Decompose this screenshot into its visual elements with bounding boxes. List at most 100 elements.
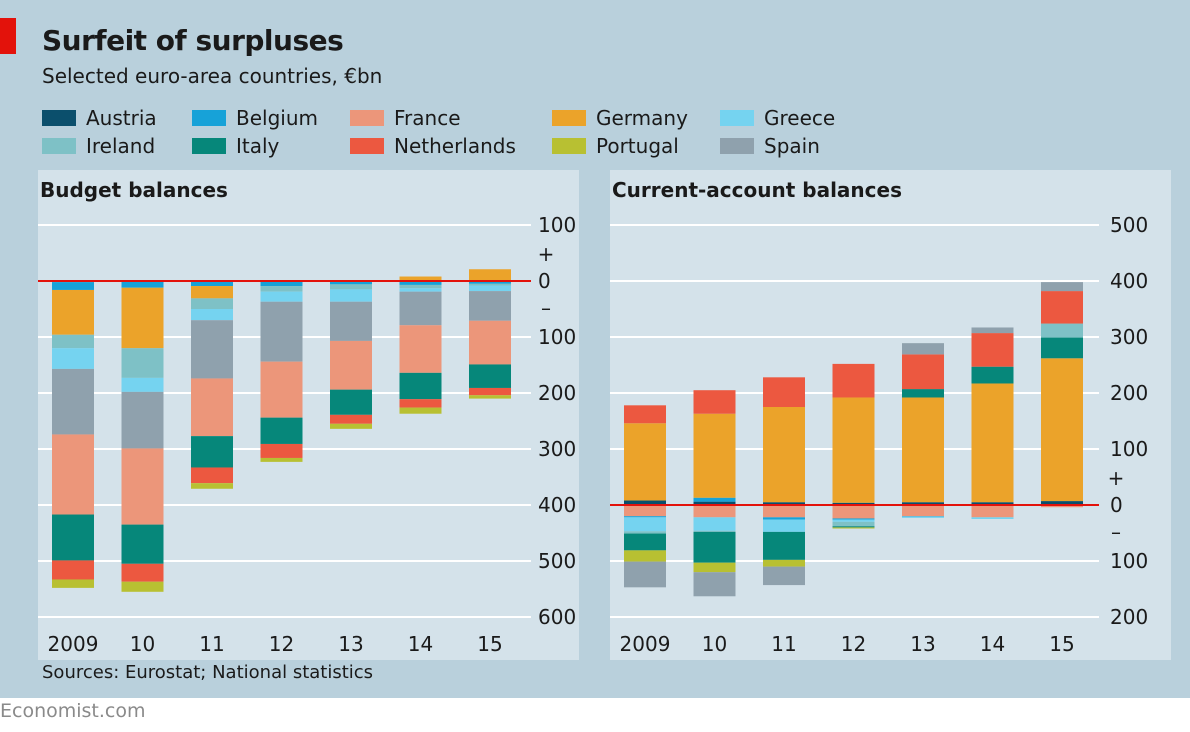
bar-segment-belgium-13 (902, 516, 944, 517)
legend-item-portugal: Portugal (552, 134, 679, 158)
legend-item-ireland: Ireland (42, 134, 155, 158)
bar-segment-france-11 (191, 378, 233, 437)
chart-subtitle: Selected euro-area countries, €bn (42, 64, 383, 88)
bar-segment-greece-13 (330, 289, 372, 302)
bar-segment-netherlands-14 (971, 333, 1014, 367)
bar-segment-greece-13 (902, 516, 944, 518)
panel-title: Current-account balances (612, 178, 902, 202)
y-tick-label: 100 (1110, 437, 1148, 461)
bar-segment-greece-14 (971, 517, 1014, 519)
legend-item-netherlands: Netherlands (350, 134, 516, 158)
bar-segment-netherlands-10 (693, 390, 736, 414)
bar-segment-france-2009 (52, 434, 94, 515)
bar-segment-italy-10 (693, 531, 736, 563)
bar-segment-ireland-13 (330, 284, 372, 290)
bar-segment-portugal-14 (399, 407, 442, 414)
y-tick-label: 100 (1110, 549, 1148, 573)
bar-segment-greece-10 (121, 377, 164, 392)
legend-swatch (42, 110, 76, 126)
positive-sign-label: + (538, 242, 555, 266)
x-category-label: 10 (702, 632, 727, 656)
bar-segment-france-13 (330, 340, 372, 390)
legend-label: France (394, 106, 461, 130)
legend-label: Greece (764, 106, 836, 130)
legend-label: Italy (236, 134, 280, 158)
bar-segment-belgium-2009 (52, 282, 94, 290)
brand-red-bar (0, 18, 16, 54)
bar-segment-germany-11 (191, 286, 233, 299)
bar-segment-belgium-11 (191, 281, 233, 287)
bar-segment-greece-12 (260, 291, 303, 302)
bar-segment-ireland-12 (260, 286, 303, 292)
bar-segment-germany-10 (693, 413, 736, 498)
x-category-label: 11 (199, 632, 224, 656)
bar-segment-france-14 (399, 325, 442, 373)
legend-swatch (192, 138, 226, 154)
y-tick-label: 200 (538, 381, 576, 405)
x-category-label: 14 (980, 632, 1005, 656)
bar-segment-france-10 (121, 448, 164, 525)
bar-segment-france-10 (693, 505, 736, 518)
bar-segment-germany-11 (763, 407, 805, 503)
negative-sign-label: – (541, 296, 551, 320)
bar-segment-italy-13 (902, 389, 944, 398)
bar-segment-netherlands-12 (832, 363, 875, 398)
legend-swatch (552, 110, 586, 126)
bar-segment-netherlands-2009 (52, 560, 94, 580)
legend-label: Austria (86, 106, 157, 130)
legend-label: Portugal (596, 134, 679, 158)
bar-segment-italy-15 (1041, 337, 1083, 359)
bar-segment-belgium-10 (693, 497, 736, 502)
y-tick-label: 0 (1110, 493, 1123, 517)
budget-balances-chart: Budget balances 100 0 100 200 300 400 500 600 + – 2… (38, 170, 579, 660)
x-category-label: 11 (771, 632, 796, 656)
bar-segment-italy-12 (832, 526, 875, 528)
bar-segment-greece-15 (469, 285, 511, 292)
bar-segment-belgium-15 (469, 281, 511, 284)
bar-segment-france-13 (902, 505, 944, 517)
bar-segment-portugal-11 (191, 483, 233, 489)
positive-sign-label: + (1108, 466, 1125, 490)
bar-segment-germany-15 (469, 269, 511, 281)
bar-segment-france-2009 (624, 505, 666, 517)
x-category-label: 12 (269, 632, 294, 656)
bar-segment-italy-14 (399, 372, 442, 400)
negative-sign-label: – (1111, 520, 1121, 544)
legend-swatch (192, 110, 226, 126)
bar-segment-spain-11 (763, 566, 805, 586)
bar-segment-netherlands-13 (902, 354, 944, 390)
bar-segment-france-14 (971, 505, 1014, 518)
bar-segment-austria-15 (1041, 501, 1083, 505)
bar-segment-portugal-13 (330, 423, 372, 429)
bar-segment-france-11 (763, 505, 805, 518)
bar-segment-spain-10 (693, 572, 736, 597)
y-tick-label: 200 (1110, 381, 1148, 405)
legend-item-belgium: Belgium (192, 106, 318, 130)
bar-segment-netherlands-10 (121, 563, 164, 582)
bar-segment-italy-11 (763, 531, 805, 560)
bar-segment-italy-10 (121, 524, 164, 564)
bar-segment-ireland-10 (121, 348, 164, 378)
bar-segment-greece-10 (693, 517, 736, 531)
legend-swatch (720, 110, 754, 126)
bar-segment-spain-14 (399, 291, 442, 326)
bar-segment-portugal-2009 (52, 579, 94, 588)
bar-segment-netherlands-12 (260, 443, 303, 458)
bar-segment-austria-10 (693, 501, 736, 505)
y-tick-label: 500 (1110, 213, 1148, 237)
bar-segment-france-12 (260, 361, 303, 418)
bar-segment-portugal-15 (469, 395, 511, 399)
y-tick-label: 400 (538, 493, 576, 517)
bar-segment-greece-14 (399, 288, 442, 292)
bar-segment-spain-12 (260, 301, 303, 362)
bar-segment-spain-15 (469, 291, 511, 321)
legend-item-greece: Greece (720, 106, 835, 130)
bar-segment-greece-11 (763, 519, 805, 532)
legend-label: Ireland (86, 134, 156, 158)
footer-credit: Economist.com (0, 700, 146, 722)
bar-segment-netherlands-13 (330, 414, 372, 424)
bar-segment-spain-2009 (52, 368, 94, 435)
x-category-label: 15 (1049, 632, 1074, 656)
y-tick-label: 200 (1110, 605, 1148, 629)
